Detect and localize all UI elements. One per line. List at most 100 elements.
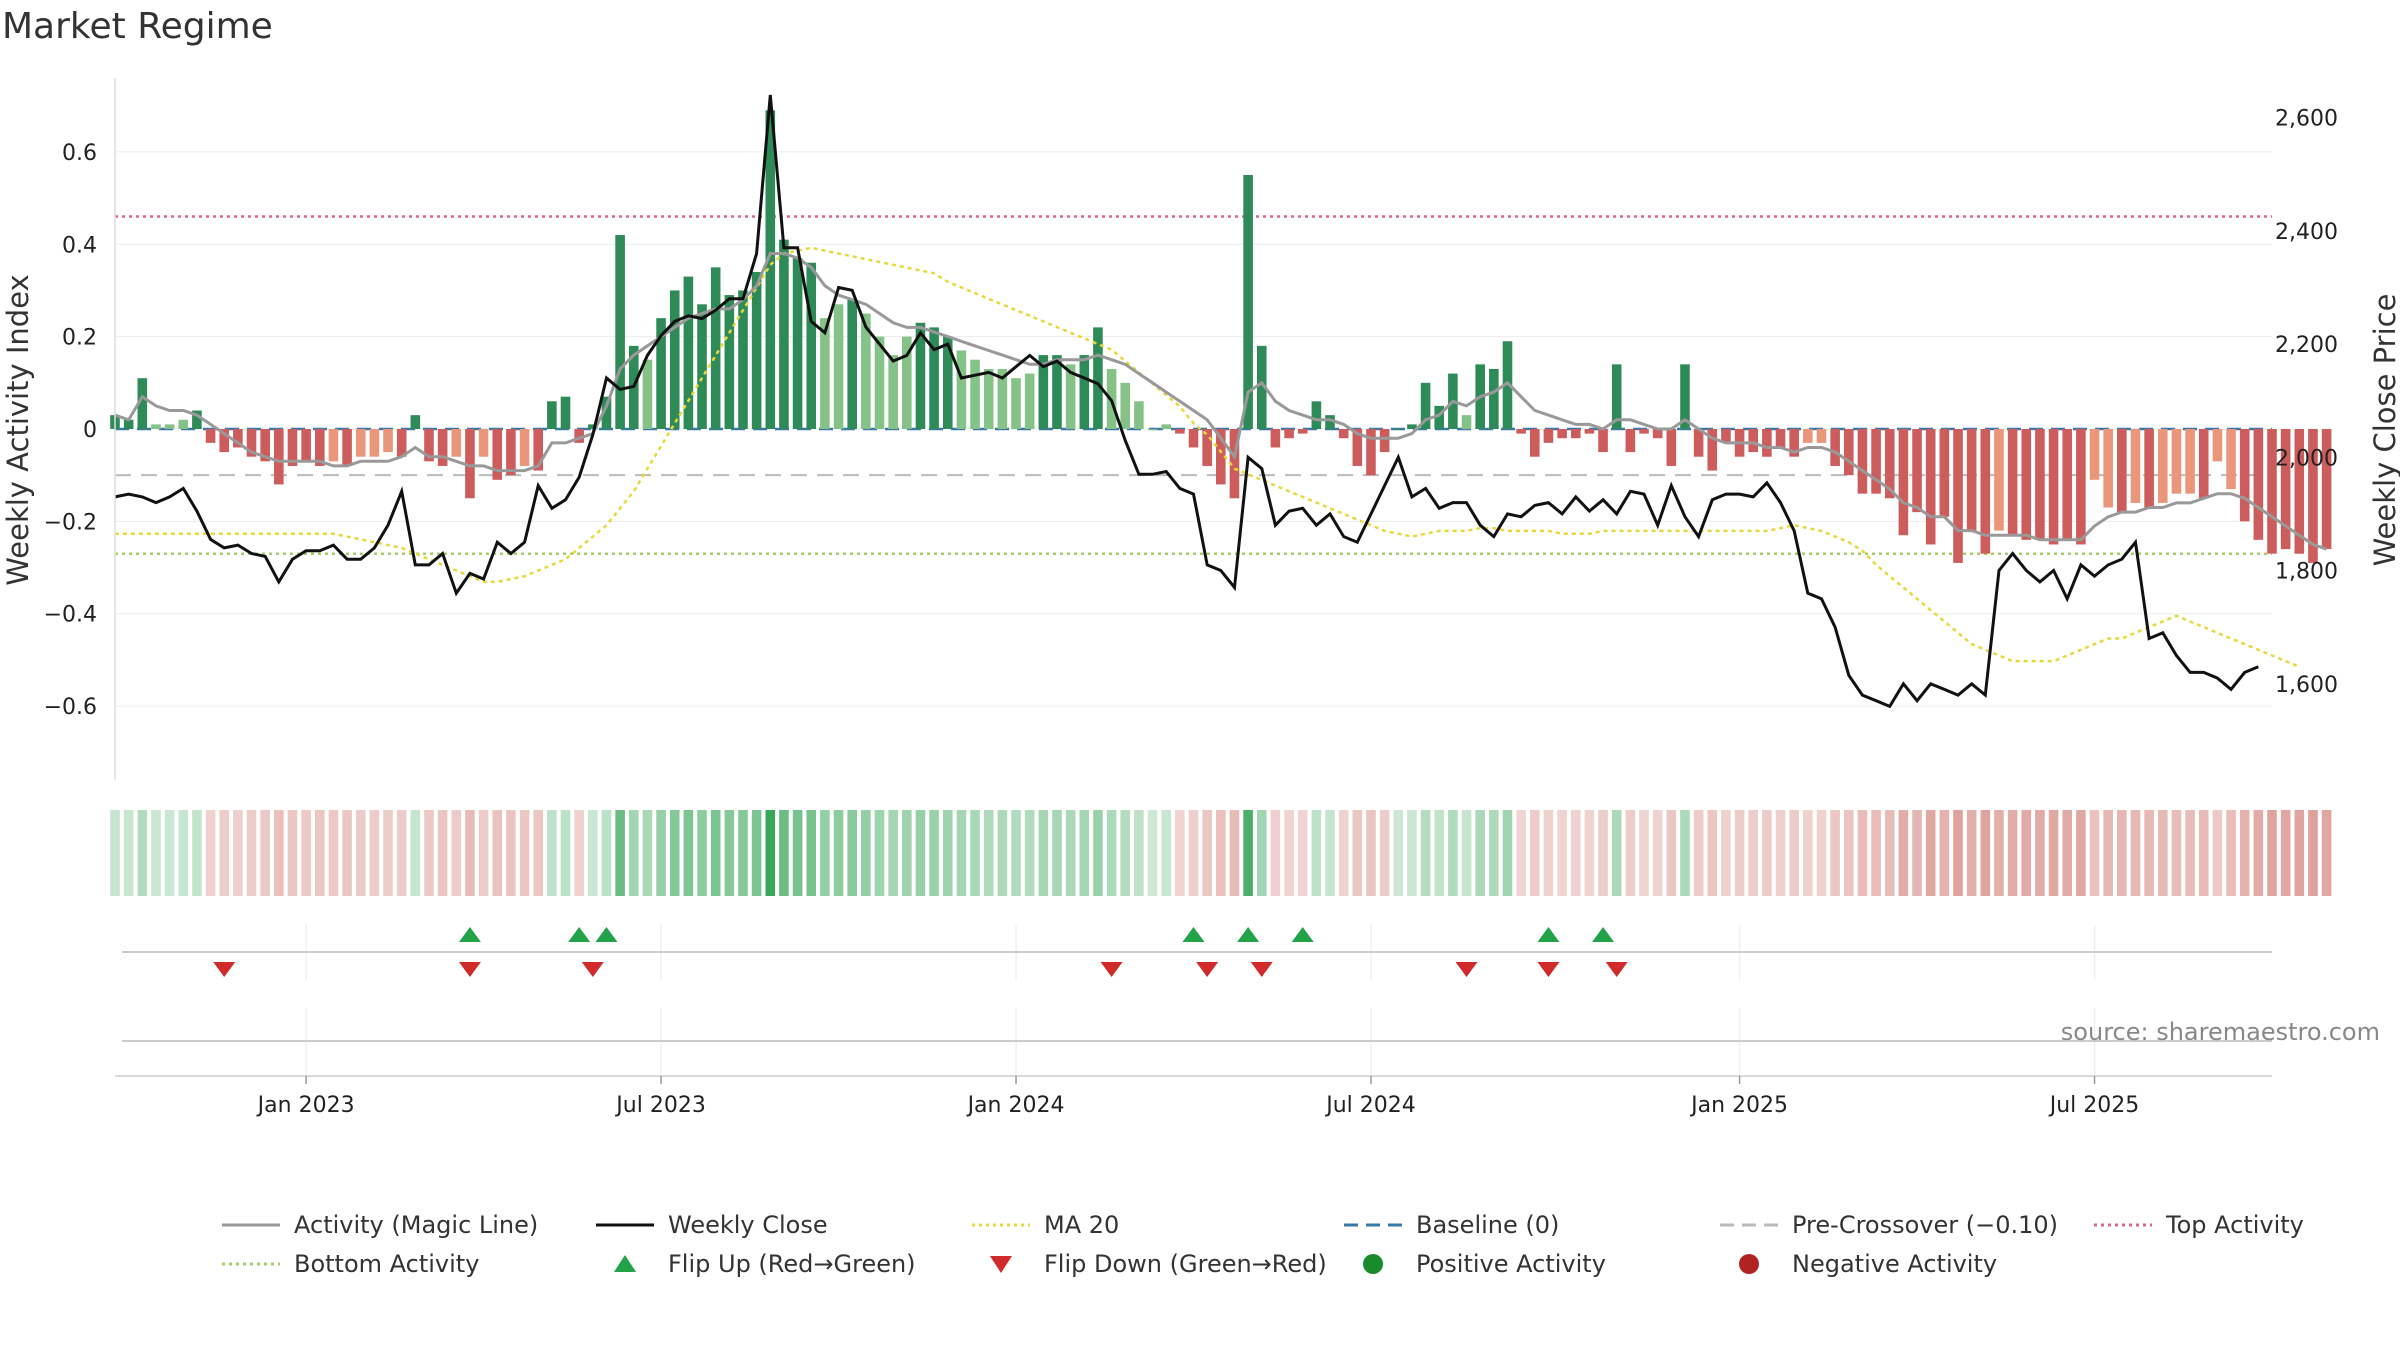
regime-strip-cell xyxy=(151,810,161,896)
regime-strip-cell xyxy=(1270,810,1281,896)
flip-down-marker xyxy=(1605,962,1628,977)
activity-bar xyxy=(2321,429,2332,550)
activity-bar xyxy=(2021,429,2032,540)
activity-bar xyxy=(1175,429,1185,434)
legend-entry: Negative Activity xyxy=(1739,1250,1997,1278)
activity-bar xyxy=(2076,429,2086,545)
regime-strip-cell xyxy=(1652,810,1663,896)
regime-strip-cell xyxy=(983,810,994,896)
y-left-tick-label: −0.4 xyxy=(44,603,97,628)
regime-strip-cell xyxy=(1325,810,1335,896)
regime-strip-cell xyxy=(1188,810,1199,896)
x-tick-label: Jul 2025 xyxy=(2048,1093,2140,1118)
legend-entry: Positive Activity xyxy=(1363,1250,1606,1278)
regime-strip-cell xyxy=(1216,810,1226,896)
regime-strip-cell xyxy=(1680,810,1690,896)
regime-strip-cell xyxy=(806,810,817,896)
regime-strip-cell xyxy=(192,810,202,896)
activity-bar xyxy=(1980,429,1991,554)
regime-strip-cell xyxy=(2171,810,2182,896)
regime-strip-cell xyxy=(970,810,980,896)
activity-bar xyxy=(178,419,189,429)
activity-bar xyxy=(1243,174,1253,429)
activity-bar xyxy=(1803,429,1813,443)
activity-bar xyxy=(2198,429,2209,499)
regime-strip-cell xyxy=(683,810,694,896)
activity-bar xyxy=(492,429,503,480)
regime-strip-cell xyxy=(874,810,885,896)
activity-bar xyxy=(1816,429,1827,443)
activity-bar xyxy=(2294,429,2305,554)
legend-swatch xyxy=(990,1256,1012,1273)
legend-swatch xyxy=(614,1255,636,1272)
activity-bar xyxy=(287,429,298,466)
activity-bar xyxy=(601,396,612,429)
legend-label: MA 20 xyxy=(1044,1211,1119,1239)
legend-entry: Activity (Magic Line) xyxy=(222,1211,538,1239)
activity-bar xyxy=(355,429,366,457)
activity-bar xyxy=(2062,429,2073,540)
activity-bar xyxy=(164,424,175,429)
regime-strip-cell xyxy=(1530,810,1540,896)
legend-label: Top Activity xyxy=(2165,1211,2304,1239)
regime-strip-cell xyxy=(1243,810,1253,896)
regime-strip-cell xyxy=(465,810,475,896)
flip-down-marker xyxy=(581,962,604,977)
regime-strip-cell xyxy=(1229,810,1240,896)
regime-strip-cell xyxy=(1830,810,1840,896)
activity-bar xyxy=(1830,429,1840,466)
activity-bar xyxy=(1953,429,1963,563)
activity-bar xyxy=(1707,429,1718,471)
activity-bar xyxy=(861,313,871,429)
activity-bar xyxy=(1639,429,1649,434)
regime-strip-cell xyxy=(2198,810,2209,896)
ma20-line xyxy=(115,246,2300,668)
flip-up-marker xyxy=(1291,927,1314,942)
regime-strip-cell xyxy=(2117,810,2127,896)
regime-strip-cell xyxy=(1884,810,1895,896)
regime-strip-cell xyxy=(1366,810,1376,896)
activity-bar xyxy=(1625,429,1636,453)
activity-bar xyxy=(451,429,462,457)
regime-strip-cell xyxy=(328,810,339,896)
regime-strip-cell xyxy=(1598,810,1608,896)
regime-strip-cell xyxy=(628,810,639,896)
activity-bar xyxy=(588,424,598,429)
regime-strip-cell xyxy=(1106,810,1117,896)
regime-strip-cell xyxy=(2062,810,2073,896)
regime-strip-cell xyxy=(1093,810,1103,896)
activity-bar xyxy=(192,410,202,429)
activity-bar xyxy=(615,235,625,429)
legend-label: Baseline (0) xyxy=(1416,1211,1559,1239)
y-right-tick-label: 2,600 xyxy=(2275,107,2338,132)
regime-strip-cell xyxy=(1803,810,1813,896)
regime-strip-cell xyxy=(615,810,625,896)
activity-bar xyxy=(1762,429,1772,457)
activity-bar xyxy=(1939,429,1950,517)
regime-strip-cell xyxy=(1175,810,1185,896)
activity-bar xyxy=(2103,429,2113,508)
regime-strip-cell xyxy=(1816,810,1827,896)
activity-bar xyxy=(1065,364,1076,429)
activity-bar xyxy=(1229,429,1240,499)
activity-bar xyxy=(1393,429,1404,430)
activity-bar xyxy=(2007,429,2018,536)
flip-down-marker xyxy=(1537,962,1560,977)
regime-strip-cell xyxy=(123,810,134,896)
regime-strip-cell xyxy=(2021,810,2032,896)
legend-entry: Pre-Crossover (−0.10) xyxy=(1720,1211,2058,1239)
legend-entry: Flip Down (Green→Red) xyxy=(990,1250,1327,1278)
activity-bar xyxy=(1216,429,1226,485)
activity-bar xyxy=(123,419,134,429)
regime-strip-cell xyxy=(888,810,898,896)
regime-strip-cell xyxy=(1639,810,1649,896)
legend-label: Weekly Close xyxy=(668,1211,828,1239)
regime-strip-cell xyxy=(847,810,857,896)
flip-down-marker xyxy=(458,962,481,977)
regime-strip-cell xyxy=(287,810,298,896)
regime-strip-cell xyxy=(1871,810,1881,896)
legend-entry: Flip Up (Red→Green) xyxy=(614,1250,916,1278)
activity-bar xyxy=(2089,429,2100,480)
regime-strip-cell xyxy=(2185,810,2195,896)
regime-strip-cell xyxy=(1011,810,1021,896)
